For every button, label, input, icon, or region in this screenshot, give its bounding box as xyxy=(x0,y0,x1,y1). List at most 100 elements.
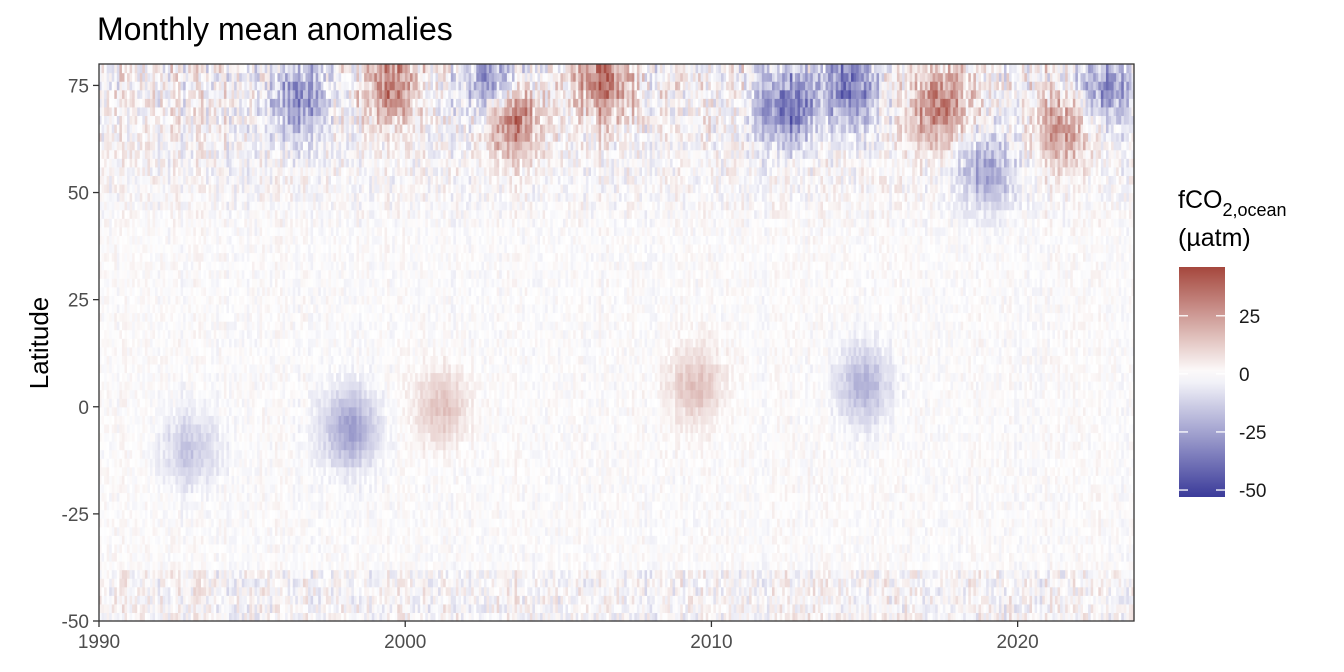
heatmap-cell xyxy=(142,398,146,408)
heatmap-cell xyxy=(231,141,235,151)
heatmap-cell xyxy=(132,526,136,536)
heatmap-cell xyxy=(239,509,243,519)
heatmap-cell xyxy=(226,226,230,236)
heatmap-cell xyxy=(185,603,189,614)
heatmap-cell xyxy=(124,612,128,622)
heatmap-cell xyxy=(231,149,235,159)
heatmap-cell xyxy=(99,398,103,408)
heatmap-cell xyxy=(167,312,171,322)
heatmap-cell xyxy=(193,458,197,468)
heatmap-cell xyxy=(160,501,164,511)
heatmap-cell xyxy=(236,569,240,579)
heatmap-cell xyxy=(234,458,238,468)
heatmap-cell xyxy=(162,518,166,528)
heatmap-cell xyxy=(190,312,194,322)
heatmap-cell xyxy=(149,141,154,151)
heatmap-cell xyxy=(121,518,126,528)
heatmap-cell xyxy=(229,175,233,185)
heatmap-cell xyxy=(132,201,136,211)
heatmap-cell xyxy=(160,89,164,99)
heatmap-cell xyxy=(162,252,166,262)
heatmap-cell xyxy=(119,518,123,528)
heatmap-cell xyxy=(178,535,182,545)
heatmap-cell xyxy=(213,261,217,271)
heatmap-cell xyxy=(200,612,205,622)
heatmap-cell xyxy=(129,209,133,219)
heatmap-cell xyxy=(139,381,143,391)
heatmap-cell xyxy=(193,175,197,185)
heatmap-cell xyxy=(129,381,133,391)
heatmap-cell xyxy=(162,346,166,356)
heatmap-cell xyxy=(160,72,164,82)
heatmap-cell xyxy=(124,226,128,236)
heatmap-cell xyxy=(198,346,202,356)
heatmap-cell xyxy=(172,372,177,382)
heatmap-cell xyxy=(111,355,115,365)
heatmap-cell xyxy=(211,329,215,339)
heatmap-cell xyxy=(170,252,174,262)
heatmap-cell xyxy=(129,286,133,296)
heatmap-cell xyxy=(134,132,138,142)
heatmap-cell xyxy=(190,338,194,348)
heatmap-cell xyxy=(121,389,126,399)
heatmap-cell xyxy=(109,166,113,176)
heatmap-cell xyxy=(193,149,197,159)
heatmap-cell xyxy=(178,295,182,305)
heatmap-cell xyxy=(190,372,194,382)
heatmap-cell xyxy=(198,321,202,331)
heatmap-cell xyxy=(157,183,161,194)
heatmap-cell xyxy=(229,158,233,168)
heatmap-cell xyxy=(185,261,189,271)
heatmap-cell xyxy=(172,449,177,459)
heatmap-cell xyxy=(193,595,197,605)
heatmap-cell xyxy=(134,372,138,382)
heatmap-cell xyxy=(167,81,171,91)
heatmap-cell xyxy=(206,295,210,305)
heatmap-cell xyxy=(99,492,103,502)
heatmap-cell xyxy=(119,363,123,374)
heatmap-cell xyxy=(134,449,138,459)
heatmap-cell xyxy=(119,612,123,622)
heatmap-cell xyxy=(216,235,220,245)
heatmap-cell xyxy=(195,561,200,571)
heatmap-cell xyxy=(149,123,154,134)
heatmap-cell xyxy=(206,106,210,117)
heatmap-cell xyxy=(195,201,200,211)
heatmap-cell xyxy=(221,526,225,536)
heatmap-cell xyxy=(208,338,212,348)
heatmap-cell xyxy=(200,64,205,74)
heatmap-cell xyxy=(226,346,230,356)
heatmap-cell xyxy=(137,81,141,91)
heatmap-cell xyxy=(175,72,179,82)
heatmap-cell xyxy=(119,218,123,228)
heatmap-cell xyxy=(211,106,215,117)
heatmap-cell xyxy=(170,398,174,408)
heatmap-cell xyxy=(190,415,194,425)
heatmap-cell xyxy=(152,81,156,91)
heatmap-cell xyxy=(155,518,159,528)
heatmap-cell xyxy=(127,389,131,399)
heatmap-cell xyxy=(183,586,187,596)
heatmap-cell xyxy=(121,261,126,271)
heatmap-cell xyxy=(170,329,174,339)
heatmap-cell xyxy=(213,192,217,202)
heatmap-cell xyxy=(229,346,233,356)
heatmap-cell xyxy=(175,492,179,502)
heatmap-cell xyxy=(155,201,159,211)
heatmap-cell xyxy=(188,81,192,91)
heatmap-cell xyxy=(213,115,217,125)
heatmap-cell xyxy=(129,501,133,511)
heatmap-cell xyxy=(114,295,118,305)
heatmap-cell xyxy=(211,115,215,125)
heatmap-cell xyxy=(216,492,220,502)
heatmap-cell xyxy=(221,509,225,519)
heatmap-cell xyxy=(218,595,222,605)
heatmap-cell xyxy=(160,141,164,151)
heatmap-cell xyxy=(208,501,212,511)
heatmap-cell xyxy=(221,209,225,219)
heatmap-cell xyxy=(198,226,202,236)
heatmap-cell xyxy=(144,415,149,425)
heatmap-cell xyxy=(203,166,207,176)
heatmap-cell xyxy=(193,329,197,339)
heatmap-cell xyxy=(185,595,189,605)
